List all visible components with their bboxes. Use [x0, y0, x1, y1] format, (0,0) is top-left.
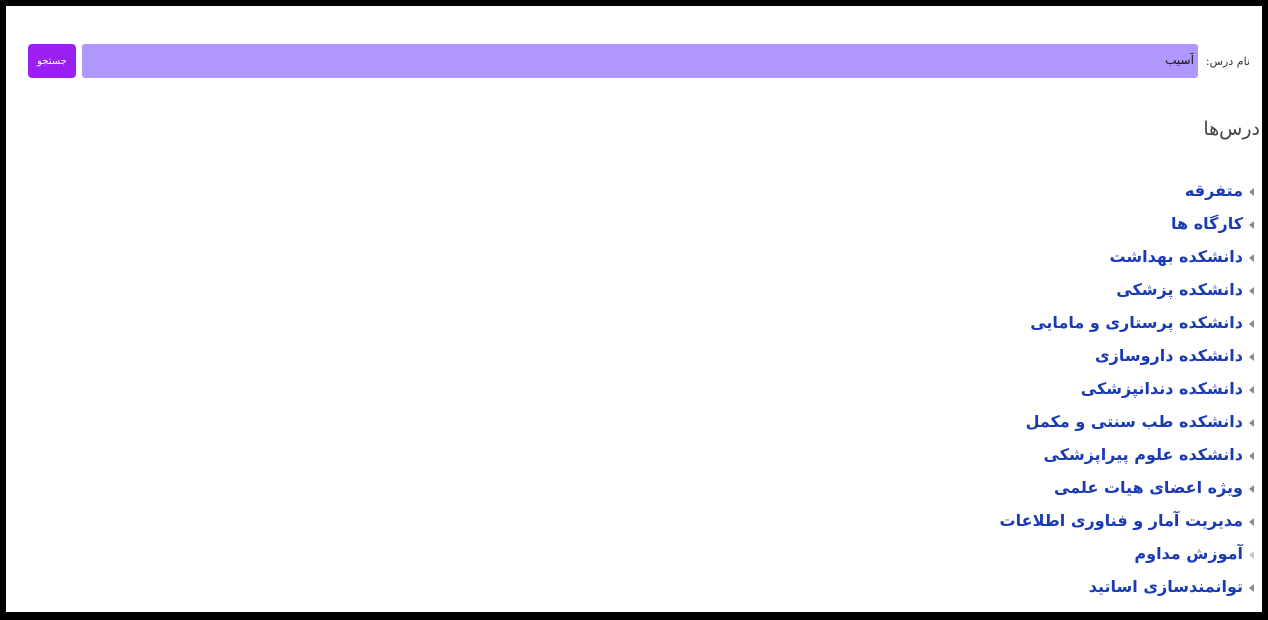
course-search-input[interactable] [82, 44, 1198, 78]
category-link[interactable]: آموزش مداوم [1134, 544, 1243, 563]
triangle-left-icon[interactable] [1249, 286, 1254, 295]
triangle-left-icon[interactable] [1249, 385, 1254, 394]
search-button[interactable]: جستجو [28, 44, 76, 78]
category-item: ویژه اعضای هیات علمی [1000, 471, 1254, 504]
category-link[interactable]: دانشکده بهداشت [1109, 247, 1243, 266]
category-item: دانشکده داروسازی [1000, 339, 1254, 372]
triangle-left-icon[interactable] [1249, 319, 1254, 328]
section-title: درس‌ها [1203, 118, 1260, 140]
category-link[interactable]: دانشکده دندانپزشکی [1080, 379, 1243, 398]
category-item: کارگاه ها [1000, 207, 1254, 240]
triangle-left-icon[interactable] [1249, 418, 1254, 427]
category-item: دانشکده علوم پیراپزشکی [1000, 438, 1254, 471]
triangle-left-icon[interactable] [1249, 517, 1254, 526]
triangle-left-icon[interactable] [1249, 451, 1254, 460]
triangle-left-icon[interactable] [1249, 187, 1254, 196]
category-link[interactable]: مدیریت آمار و فناوری اطلاعات [999, 511, 1243, 530]
category-link[interactable]: دانشکده داروسازی [1094, 346, 1243, 365]
triangle-left-icon[interactable] [1249, 550, 1254, 559]
category-link[interactable]: دانشکده پزشکی [1116, 280, 1243, 299]
category-link[interactable]: کارگاه ها [1171, 214, 1243, 233]
category-item: دانشکده پزشکی [1000, 273, 1254, 306]
triangle-left-icon[interactable] [1249, 484, 1254, 493]
category-item: متفرقه [1000, 174, 1254, 207]
category-item: آموزش مداوم [1000, 537, 1254, 570]
category-list: متفرقه کارگاه ها دانشکده بهداشت دانشکده … [1000, 174, 1254, 603]
triangle-left-icon[interactable] [1249, 583, 1254, 592]
category-item: دانشکده پرستاری و مامایی [1000, 306, 1254, 339]
category-item: دانشکده طب سنتی و مکمل [1000, 405, 1254, 438]
category-item: دانشکده دندانپزشکی [1000, 372, 1254, 405]
triangle-left-icon[interactable] [1249, 352, 1254, 361]
triangle-left-icon[interactable] [1249, 220, 1254, 229]
page-frame: نام درس: جستجو درس‌ها متفرقه کارگاه ها د… [6, 6, 1262, 612]
course-search-form: نام درس: جستجو [28, 44, 1250, 78]
triangle-left-icon[interactable] [1249, 253, 1254, 262]
search-label: نام درس: [1205, 54, 1250, 68]
category-item: توانمندسازی اساتید [1000, 570, 1254, 603]
category-item: دانشکده بهداشت [1000, 240, 1254, 273]
category-link[interactable]: دانشکده علوم پیراپزشکی [1043, 445, 1244, 464]
category-link[interactable]: توانمندسازی اساتید [1088, 577, 1243, 596]
category-item: مدیریت آمار و فناوری اطلاعات [1000, 504, 1254, 537]
category-link[interactable]: متفرقه [1184, 181, 1243, 200]
category-link[interactable]: دانشکده پرستاری و مامایی [1030, 313, 1243, 332]
category-link[interactable]: ویژه اعضای هیات علمی [1054, 478, 1243, 497]
category-link[interactable]: دانشکده طب سنتی و مکمل [1025, 412, 1243, 431]
